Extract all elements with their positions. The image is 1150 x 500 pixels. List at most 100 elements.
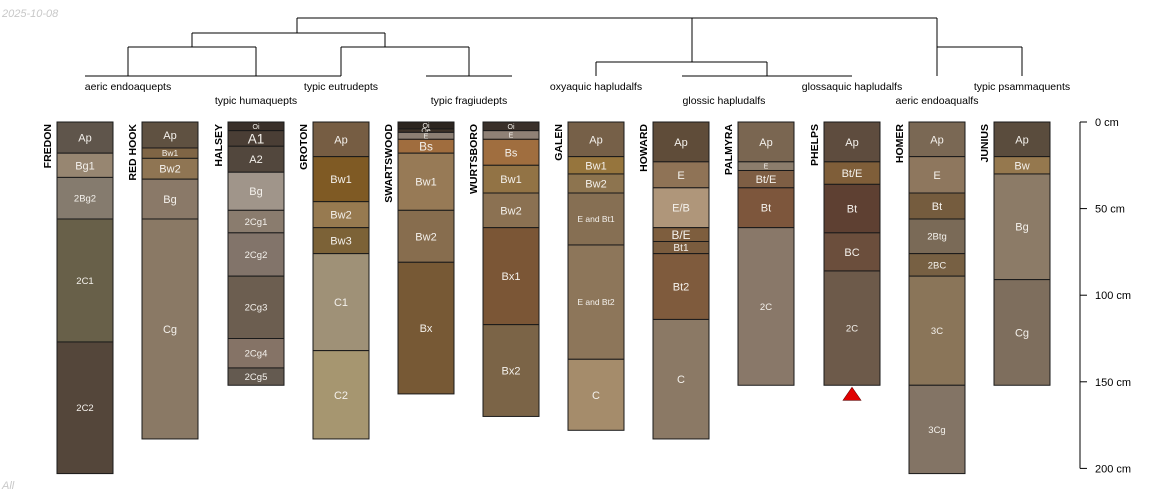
horizon-label: Bt/E (842, 168, 863, 180)
horizon-wurtsboro-bw1 (482, 164, 540, 194)
horizon-label: Bw2 (330, 210, 351, 222)
horizon-fredon-2c1 (56, 218, 114, 343)
horizon-label: 2Cg2 (245, 250, 268, 261)
profile-name: SWARTSWOOD (383, 124, 395, 203)
label-glossaquic-hapludalfs: glossaquic hapludalfs (802, 81, 902, 93)
horizon-junius-cg (993, 279, 1051, 386)
horizon-phelps-ap (823, 121, 881, 163)
horizon-swartswood-bx (397, 261, 455, 395)
horizon-palmyra-2c (737, 227, 795, 386)
profile-fredon: Ap Bg1 2Bg2 2C1 2C2 FREDON (42, 121, 114, 475)
horizon-label: Bw (1014, 160, 1029, 172)
axis-tick-label: 150 cm (1095, 377, 1131, 389)
horizon-wurtsboro-bx2 (482, 324, 540, 417)
axis-tick-label: 50 cm (1095, 204, 1125, 216)
profile-name: WURTSBORO (468, 124, 480, 194)
horizon-label: Oe (421, 128, 430, 135)
horizon-label: Bx (420, 323, 433, 335)
horizon-label: Oi (253, 124, 260, 131)
horizon-fredon-2c2 (56, 341, 114, 475)
horizon-label: B/E (671, 228, 690, 242)
label-typic-eutrudepts: typic eutrudepts (304, 81, 378, 93)
profile-name: GALEN (553, 124, 565, 161)
horizon-label: Bw1 (162, 148, 179, 158)
horizon-swartswood-bw1 (397, 152, 455, 211)
horizon-label: Ap (1015, 134, 1028, 146)
horizon-label: Bw2 (585, 178, 606, 190)
horizon-label: Bt (847, 204, 857, 216)
horizon-label: C2 (334, 390, 348, 402)
horizon-label: Bw1 (500, 174, 521, 186)
horizon-fredon-2bg2 (56, 176, 114, 220)
profile-name: RED HOOK (127, 124, 139, 181)
axis-tick-label: 0 cm (1095, 117, 1119, 129)
horizon-label: Bw2 (415, 231, 436, 243)
profile-palmyra: Ap E Bt/E Bt 2C PALMYRA (723, 121, 795, 386)
horizon-label: Bt (761, 203, 771, 215)
horizon-swartswood-bw2 (397, 209, 455, 263)
horizon-label: C (677, 374, 685, 386)
horizon-label: 2BC (928, 260, 947, 271)
profile-groton: Ap Bw1 Bw2 Bw3 C1 C2 GROTON (298, 121, 370, 440)
label-aeric-endoaqualfs: aeric endoaqualfs (896, 95, 979, 107)
horizon-label: Bx2 (502, 366, 521, 378)
axis-tick-label: 200 cm (1095, 463, 1131, 475)
horizon-label: Bw2 (159, 164, 180, 176)
profile-name: HOWARD (638, 124, 650, 172)
profile-name: HOMER (894, 124, 906, 164)
horizon-label: Bt2 (673, 282, 690, 294)
horizon-red-hook-bg (141, 178, 199, 220)
profile-wurtsboro: Oi E Bs Bw1 Bw2 Bx1 Bx2 WURTSBORO (468, 121, 540, 417)
depth-axis: 0 cm 50 cm 100 cm 150 cm 200 cm (1079, 117, 1131, 475)
profiles-group: Ap Bg1 2Bg2 2C1 2C2 FREDON Ap Bw1 Bw2 Bg Cg RED HOO… (42, 121, 1051, 475)
horizon-label: Bw1 (415, 177, 436, 189)
horizon-label: Ap (930, 134, 943, 146)
horizon-label: Cg (163, 324, 177, 336)
horizon-label: 2Cg5 (245, 372, 268, 383)
horizon-label: Bt (932, 201, 942, 213)
horizon-wurtsboro-bx1 (482, 227, 540, 326)
horizon-label: BC (844, 247, 859, 259)
profile-red-hook: Ap Bw1 Bw2 Bg Cg RED HOOK (127, 121, 199, 440)
label-aeric-endoaquepts: aeric endoaquepts (85, 81, 171, 93)
horizon-label: E and Bt2 (577, 297, 615, 307)
horizon-label: C (592, 390, 600, 402)
horizon-label: 2Bg2 (74, 194, 96, 205)
horizon-label: Bg1 (75, 160, 95, 172)
label-glossic-hapludalfs: glossic hapludalfs (683, 95, 766, 107)
horizon-phelps-bc (823, 232, 881, 272)
horizon-howard-bt2 (652, 253, 710, 320)
horizon-label: E/B (672, 203, 690, 215)
horizon-halsey-2cg3 (227, 275, 285, 340)
horizon-label: E and Bt1 (577, 214, 615, 224)
profile-name: JUNIUS (979, 124, 991, 163)
dendrogram (85, 17, 1023, 77)
horizon-halsey-2cg5 (227, 367, 285, 386)
horizon-label: E (764, 164, 769, 171)
horizon-label: 2C2 (76, 403, 93, 414)
profile-galen: Ap Bw1 Bw2 E and Bt1 E and Bt2 C GALEN (553, 121, 625, 431)
horizon-label: 2Btg (927, 232, 947, 243)
horizon-galen-c (567, 358, 625, 431)
horizon-label: Bt/E (756, 174, 777, 186)
footer-note: All (2, 480, 15, 492)
horizon-halsey-2cg2 (227, 232, 285, 277)
horizon-label: Oi (508, 124, 515, 131)
horizon-label: Ap (589, 134, 602, 146)
horizon-label: 2Cg4 (245, 349, 268, 360)
horizon-label: Bw2 (500, 205, 521, 217)
horizon-label: Bx1 (502, 271, 521, 283)
horizon-label: Cg (1015, 327, 1029, 339)
horizon-label: Ap (78, 133, 91, 145)
label-typic-humaquepts: typic humaquepts (215, 95, 297, 107)
horizon-label: Bw1 (330, 174, 351, 186)
horizon-howard-e-b (652, 187, 710, 229)
horizon-howard-ap (652, 121, 710, 163)
horizon-label: 3C (931, 326, 943, 337)
horizon-label: 2C (846, 324, 858, 335)
horizon-palmyra-bt (737, 187, 795, 229)
profile-junius: Ap Bw Bg Cg JUNIUS (979, 121, 1051, 386)
label-typic-fragiudepts: typic fragiudepts (431, 95, 507, 107)
